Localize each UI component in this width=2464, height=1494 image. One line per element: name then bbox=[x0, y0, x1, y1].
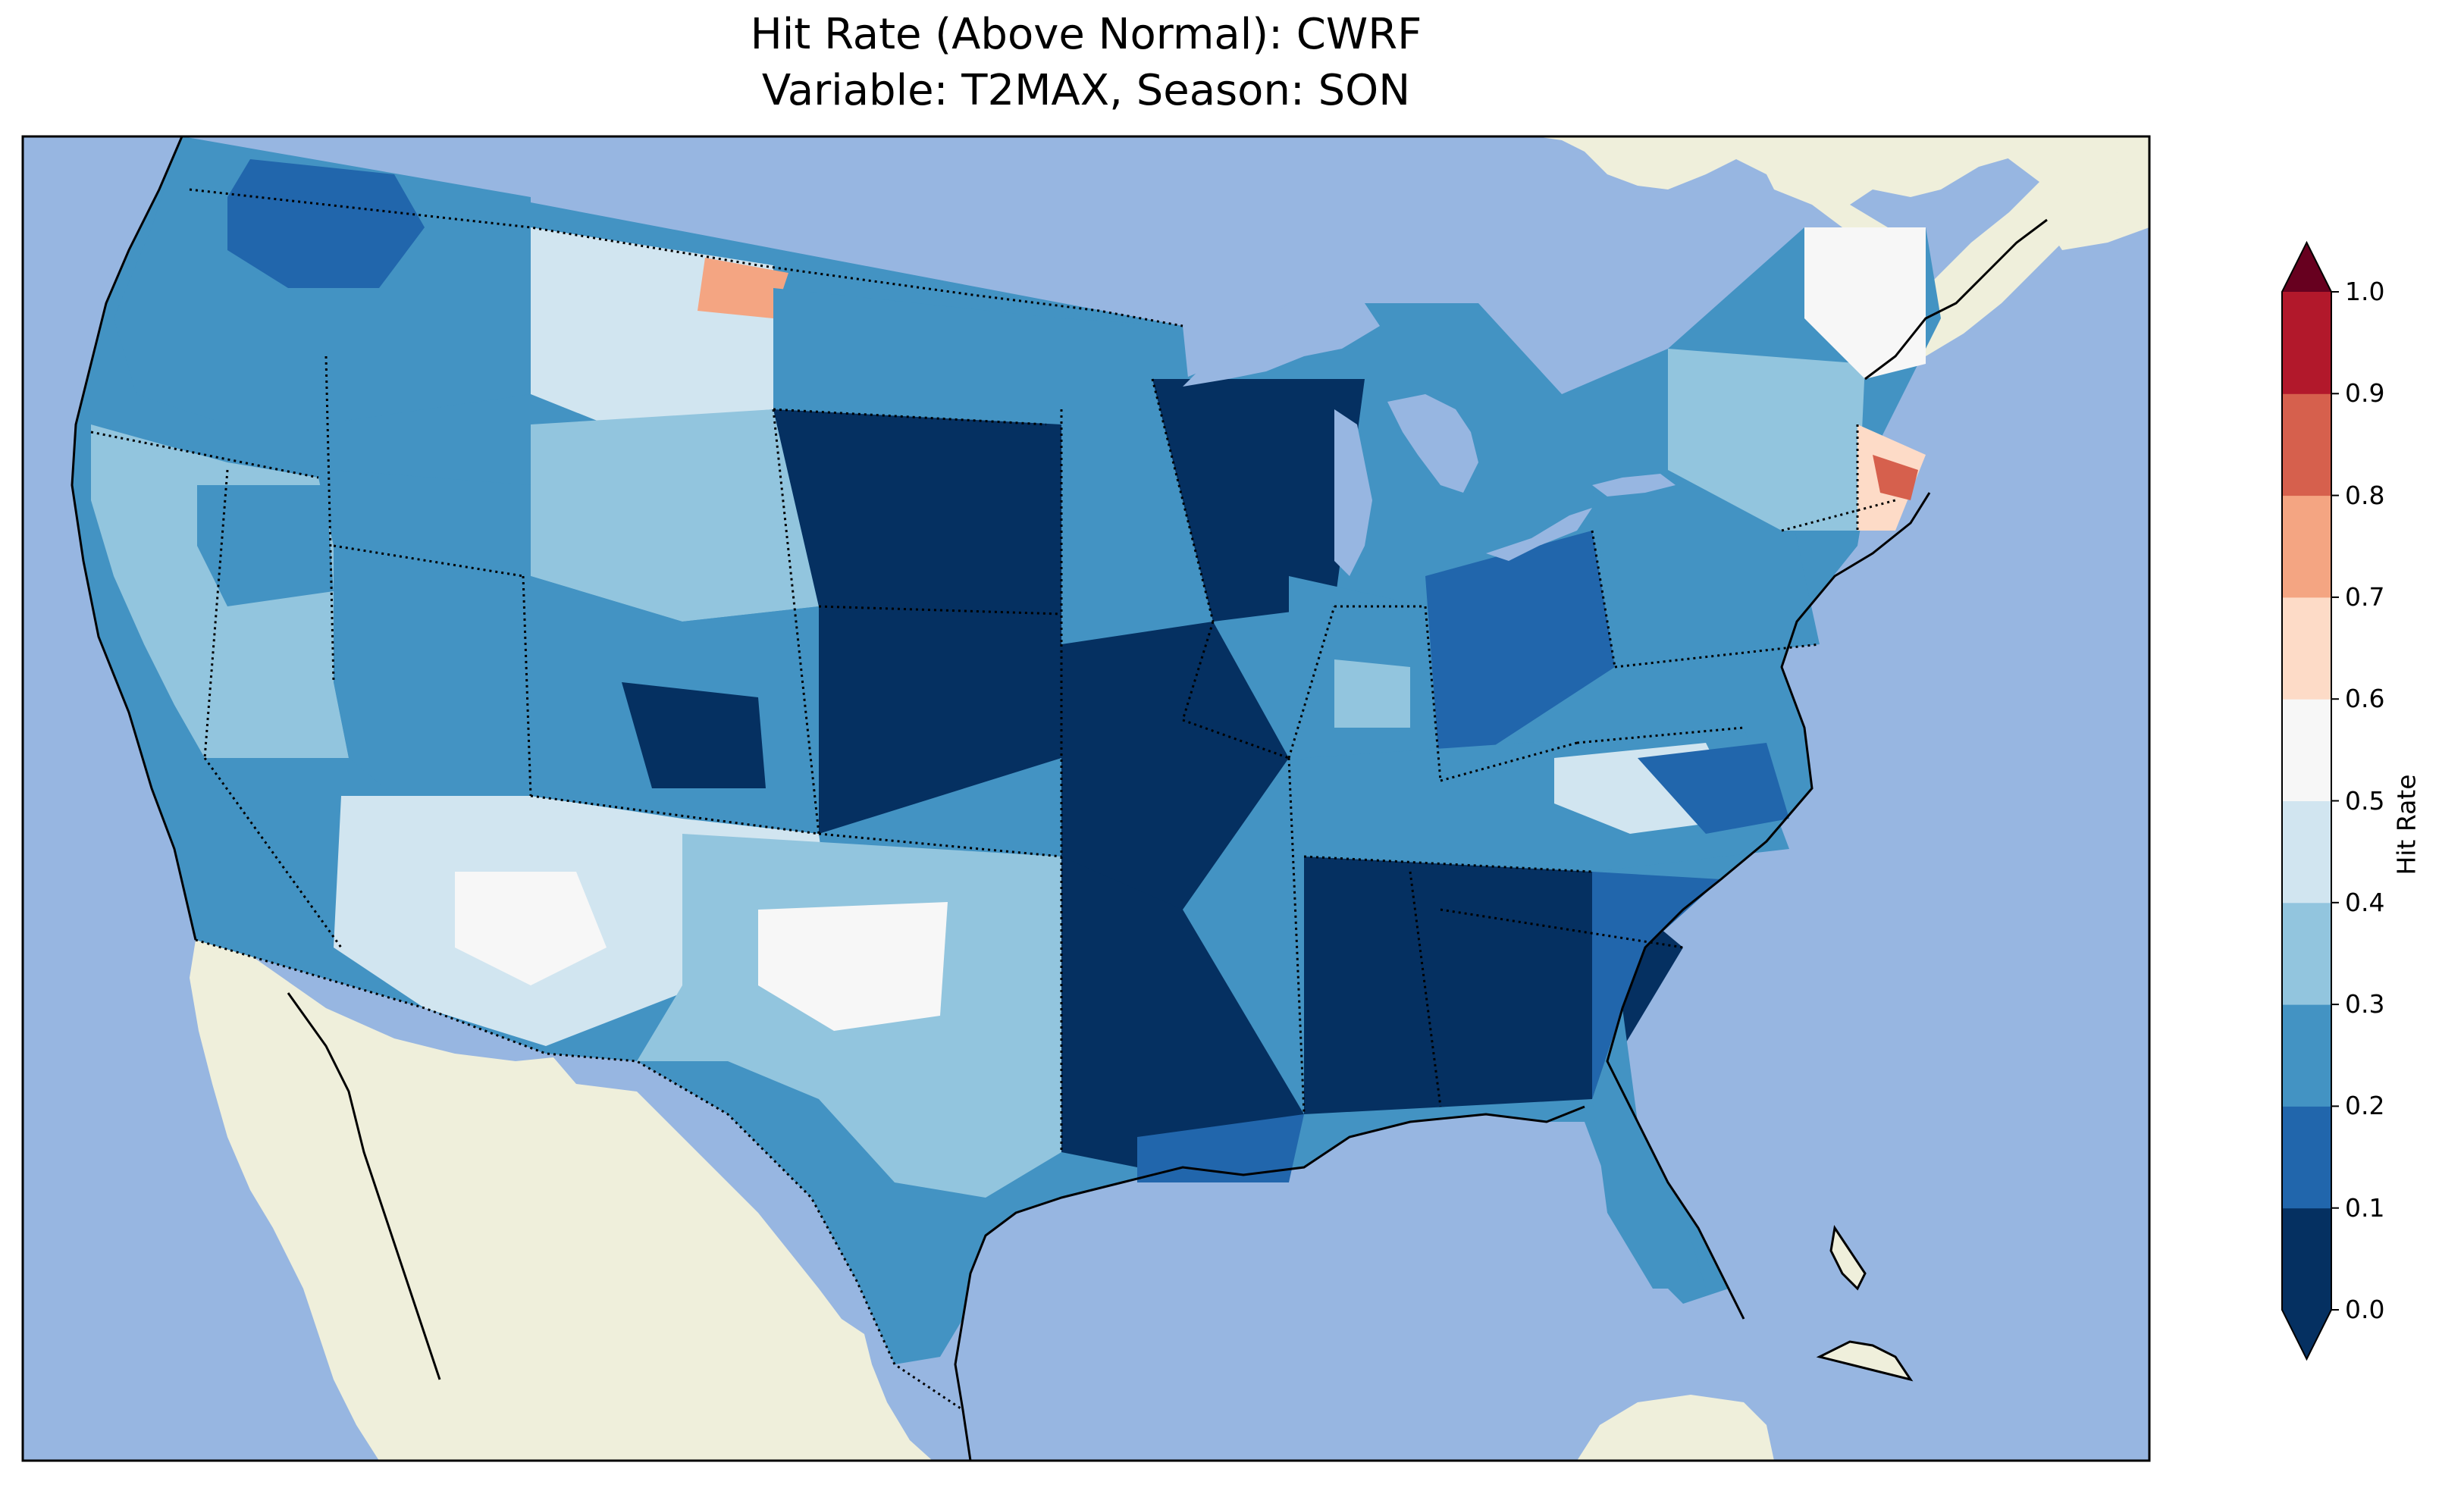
colorbar-tick-label: 0.1 bbox=[2345, 1192, 2385, 1223]
atlantic-coast bbox=[1606, 492, 1931, 1320]
coastlines bbox=[71, 136, 2048, 1461]
hit-rate-region bbox=[773, 288, 1061, 424]
lake-superior bbox=[1183, 296, 1380, 387]
hit-rate-region bbox=[622, 682, 766, 788]
hit-rate-region bbox=[1592, 1008, 1706, 1289]
baja-coast bbox=[287, 992, 441, 1380]
land-yucatan bbox=[1577, 1395, 1774, 1461]
colorbar-tick-label: 0.3 bbox=[2345, 989, 2385, 1019]
colorbar-tick-label: 0.8 bbox=[2345, 480, 2385, 510]
maine-coast bbox=[1864, 218, 2048, 381]
colorbar-bin bbox=[2282, 800, 2331, 904]
colorbar-tick-label: 0.5 bbox=[2345, 785, 2385, 816]
border-states-1 bbox=[90, 355, 1684, 1152]
hit-rate-region bbox=[227, 159, 425, 288]
map-content bbox=[23, 136, 2149, 1461]
colorbar-tick-label: 0.0 bbox=[2345, 1295, 2385, 1324]
hit-rate-region bbox=[334, 470, 531, 796]
hit-rate-region bbox=[531, 409, 819, 622]
land-baja-california bbox=[205, 947, 432, 1425]
colorbar-bin bbox=[2282, 699, 2331, 801]
border-mexico-us bbox=[195, 938, 964, 1411]
colorbar-bin bbox=[2282, 495, 2331, 598]
hit-rate-region bbox=[698, 258, 788, 318]
colorbar-tick-label: 0.2 bbox=[2345, 1091, 2385, 1121]
land-nova-scotia bbox=[2047, 182, 2149, 250]
colorbar-tick-label: 0.6 bbox=[2345, 684, 2385, 714]
chart-title-line-1: Hit Rate (Above Normal): CWRF bbox=[750, 10, 1422, 59]
colorbar-bin bbox=[2282, 393, 2331, 496]
border-states-2 bbox=[1151, 378, 1896, 782]
border-canada-us bbox=[189, 188, 1183, 327]
colorbar-bin bbox=[2282, 1207, 2331, 1311]
hit-rate-region bbox=[1592, 872, 1721, 1099]
state-borders bbox=[90, 188, 1896, 1411]
land-cuba bbox=[1816, 1340, 1914, 1382]
hit-rate-region bbox=[455, 872, 607, 985]
hit-rate-region bbox=[819, 606, 1061, 834]
hit-rate-region bbox=[1334, 659, 1410, 728]
great-lakes bbox=[1183, 296, 1676, 576]
hit-rate-region bbox=[758, 902, 948, 1031]
lake-huron bbox=[1387, 394, 1478, 493]
gulf-coast bbox=[954, 1105, 1585, 1461]
hit-rate-region bbox=[1804, 227, 1926, 379]
colorbar-bin bbox=[2282, 292, 2331, 394]
colorbar-bin bbox=[2282, 902, 2331, 1005]
pacific-coast bbox=[71, 136, 197, 941]
hit-rate-region bbox=[1425, 531, 1615, 781]
hit-rate-region bbox=[197, 485, 334, 606]
hit-rate-region bbox=[1152, 379, 1365, 622]
colorbar-bin bbox=[2282, 1004, 2331, 1107]
colorbar-tick-label: 0.7 bbox=[2345, 581, 2385, 612]
hit-rate-region bbox=[1304, 857, 1683, 1114]
colorbar-tick-label: 0.4 bbox=[2345, 887, 2385, 917]
hit-rate-region bbox=[1061, 857, 1304, 1167]
lake-michigan bbox=[1334, 409, 1372, 576]
land-bahamas bbox=[1829, 1225, 1867, 1291]
colorbar-under-extend bbox=[2282, 1310, 2331, 1359]
hit-rate-region bbox=[1638, 743, 1789, 834]
colorbar-over-extend bbox=[2282, 243, 2331, 292]
colorbar-bin bbox=[2282, 597, 2331, 700]
land-canada-east bbox=[1880, 136, 2149, 356]
lake-ontario bbox=[1592, 474, 1676, 496]
hit-rate-field bbox=[72, 136, 1941, 1364]
chart-title-line-2: Variable: T2MAX, Season: SON bbox=[761, 66, 1411, 115]
colorbar-tick-label: 0.9 bbox=[2345, 378, 2385, 409]
lake-erie bbox=[1486, 508, 1592, 561]
map-frame bbox=[21, 135, 2151, 1462]
colorbar-tick-label: 1.0 bbox=[2345, 277, 2385, 306]
colorbar bbox=[2281, 240, 2339, 1361]
hit-rate-region bbox=[773, 409, 1061, 644]
hit-rate-region bbox=[1137, 1114, 1304, 1182]
colorbar-title: Hit Rate bbox=[2391, 774, 2422, 875]
colorbar-bin bbox=[2282, 1106, 2331, 1209]
hit-rate-region bbox=[1668, 349, 1865, 531]
hit-rate-region bbox=[1873, 455, 1918, 500]
